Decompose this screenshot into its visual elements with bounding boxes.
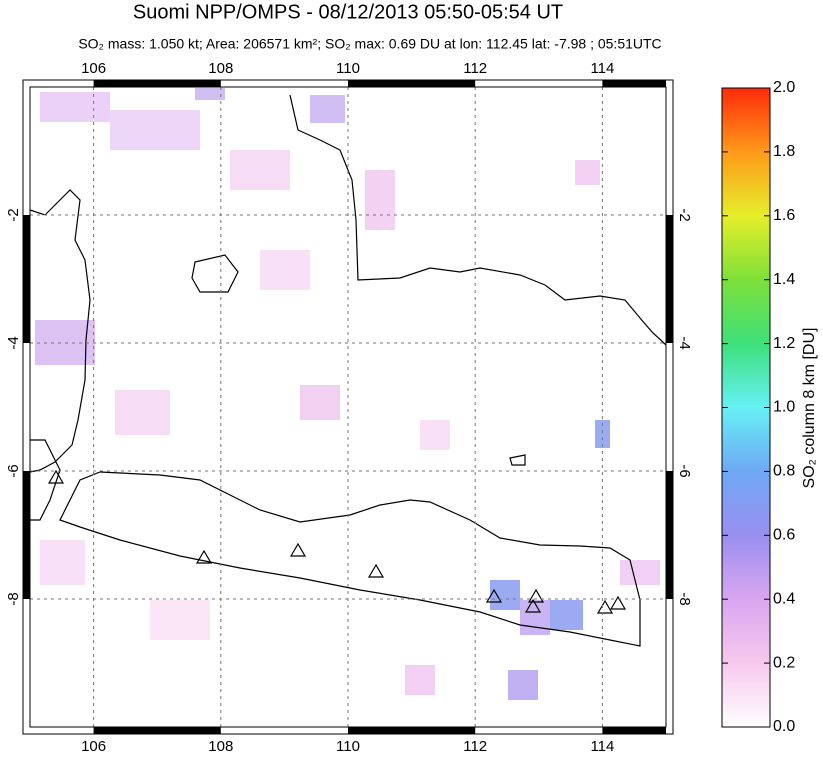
colorbar-tick-label: 0.8 xyxy=(773,463,795,480)
x-tick-label: 106 xyxy=(81,738,106,755)
y-tick-label: -6 xyxy=(676,464,693,477)
x-tick-label: 112 xyxy=(463,60,487,77)
y-tick-label: -8 xyxy=(5,592,22,605)
border-bar xyxy=(23,215,30,343)
y-tick-label: -4 xyxy=(676,336,693,349)
x-tick-label: 108 xyxy=(208,60,233,77)
colorbar-label: SO₂ column 8 km [DU] xyxy=(801,328,818,489)
colorbar-tick-label: 2.0 xyxy=(773,79,795,96)
colorbar-tick-label: 1.8 xyxy=(773,143,795,160)
colorbar-tick-label: 0.4 xyxy=(773,590,795,607)
y-tick-label: -2 xyxy=(676,208,693,221)
colorbar-tick-label: 0.6 xyxy=(773,527,795,544)
x-tick-label: 108 xyxy=(208,738,233,755)
map-axes: 106 106 108 108 110 110 112 112 114 114 -2 -2 -4 -4 -6… xyxy=(5,60,693,755)
border-bar xyxy=(348,80,476,87)
border-bar xyxy=(348,727,476,734)
so2-pixels xyxy=(35,88,660,700)
border-bar xyxy=(93,80,221,87)
x-tick-label: 110 xyxy=(336,738,360,755)
title: Suomi NPP/OMPS - 08/12/2013 05:50-05:54 … xyxy=(133,1,563,23)
x-tick-label: 110 xyxy=(336,60,360,77)
colorbar-tick-label: 1.2 xyxy=(773,335,795,352)
border-bar xyxy=(602,727,666,734)
colorbar xyxy=(721,87,771,728)
y-tick-label: -4 xyxy=(5,336,22,349)
border-bar xyxy=(666,471,673,599)
x-tick-label: 114 xyxy=(590,60,614,77)
x-tick-label: 114 xyxy=(590,738,614,755)
colorbar-tick-label: 1.0 xyxy=(773,399,795,416)
colorbar-tick-label: 1.6 xyxy=(773,207,795,224)
x-tick-label: 112 xyxy=(463,738,487,755)
y-tick-label: -8 xyxy=(676,592,693,605)
border-bar xyxy=(93,727,221,734)
outer-frame xyxy=(22,79,674,735)
colorbar-tick-label: 0.2 xyxy=(773,654,795,671)
x-tick-label: 106 xyxy=(81,60,106,77)
colorbar-axis: 0.0 0.2 0.4 0.6 0.8 1.0 1.2 1.4 1.6 1.8 2.0 xyxy=(722,79,795,735)
volcano-markers xyxy=(47,469,627,614)
colorbar-tick-label: 0.0 xyxy=(773,718,795,735)
border-bar xyxy=(666,215,673,343)
map-frame xyxy=(29,86,667,728)
border-bar xyxy=(602,80,666,87)
border-bar xyxy=(23,471,30,599)
y-tick-label: -6 xyxy=(5,464,22,477)
colorbar-tick-label: 1.4 xyxy=(773,271,795,288)
subtitle: SO₂ mass: 1.050 kt; Area: 206571 km²; SO… xyxy=(78,36,661,52)
y-tick-label: -2 xyxy=(5,208,22,221)
coastlines xyxy=(29,94,667,647)
